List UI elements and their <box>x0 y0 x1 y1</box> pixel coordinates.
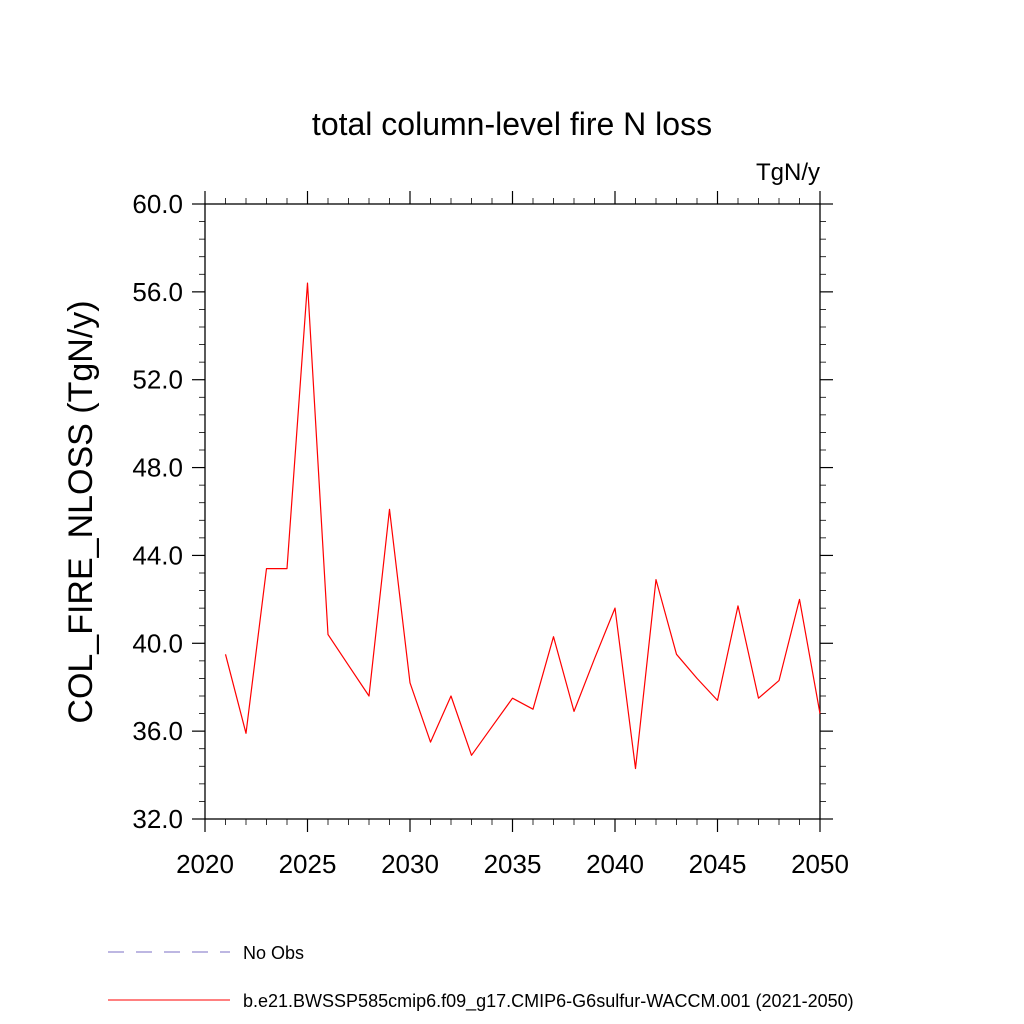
axes-group: 2020 2025 2030 2035 2040 2045 2050 32.0 36.0 40.0… <box>132 189 849 879</box>
x-tick-label: 2050 <box>791 849 849 879</box>
x-tick-label: 2045 <box>689 849 747 879</box>
x-tick-label: 2025 <box>279 849 337 879</box>
y-tick-label: 40.0 <box>132 628 183 658</box>
x-tick-label: 2030 <box>381 849 439 879</box>
legend: No Obs b.e21.BWSSP585cmip6.f09_g17.CMIP6-… <box>108 943 854 1012</box>
legend-label: b.e21.BWSSP585cmip6.f09_g17.CMIP6-G6sulf… <box>243 991 854 1012</box>
y-tick-label: 48.0 <box>132 453 183 483</box>
series-group <box>224 282 821 770</box>
x-tick-label: 2020 <box>176 849 234 879</box>
chart-title: total column-level fire N loss <box>312 106 712 142</box>
y-tick-label: 52.0 <box>132 365 183 395</box>
units-label: TgN/y <box>756 159 820 186</box>
y-axis-label: COL_FIRE_NLOSS (TgN/y) <box>62 300 100 723</box>
y-tick-label: 36.0 <box>132 716 183 746</box>
plot-frame <box>204 203 821 820</box>
legend-label: No Obs <box>243 943 304 963</box>
y-tick-label: 60.0 <box>132 189 183 219</box>
y-tick-label: 44.0 <box>132 540 183 570</box>
y-tick-label: 56.0 <box>132 277 183 307</box>
y-tick-label: 32.0 <box>132 804 183 834</box>
x-tick-label: 2040 <box>586 849 644 879</box>
series-line <box>224 282 821 770</box>
x-tick-label: 2035 <box>484 849 542 879</box>
